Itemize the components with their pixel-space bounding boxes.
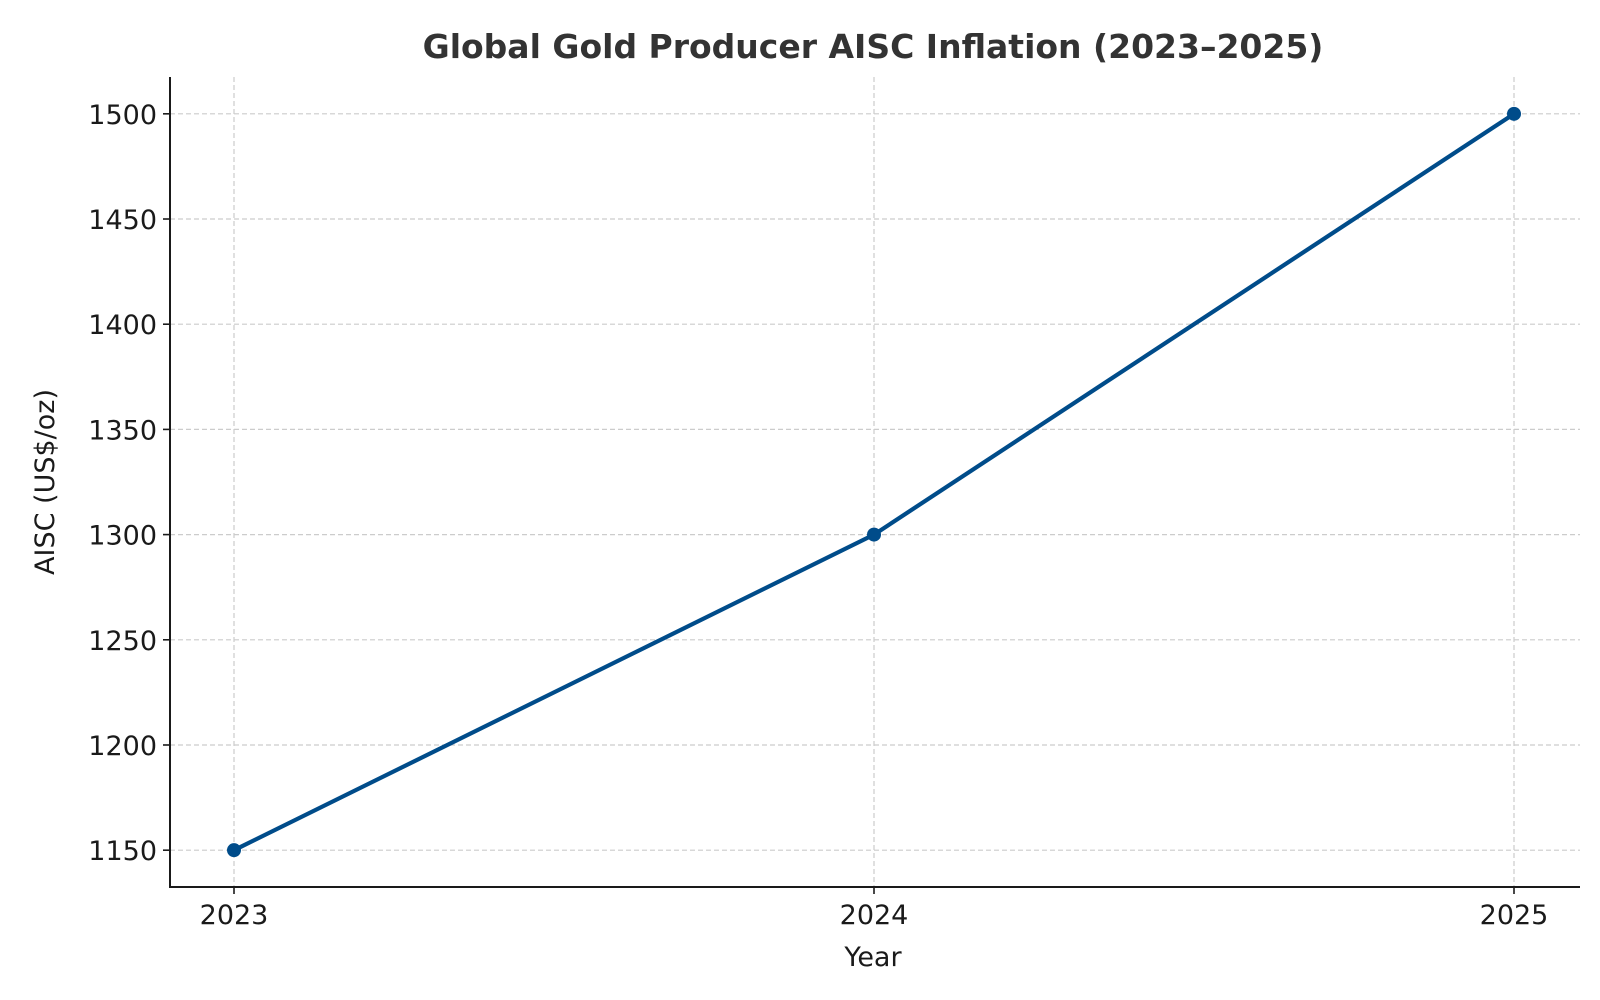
y-tick-label: 1350 [88,415,157,446]
series-aisc [227,106,1521,858]
grid-lines [170,77,1580,887]
chart-title: Global Gold Producer AISC Inflation (202… [423,27,1324,66]
x-tick-label: 2024 [840,900,909,931]
y-tick-label: 1500 [88,100,157,131]
y-tick-label: 1300 [88,521,157,552]
data-point [867,527,881,542]
x-tick-label: 2023 [200,900,269,931]
x-ticks: 2023 2024 2025 [200,887,1549,931]
y-tick-label: 1150 [88,836,157,867]
y-tick-label: 1450 [88,205,157,236]
y-axis-label: AISC (US$/oz) [30,389,61,575]
x-tick-label: 2025 [1480,900,1549,931]
data-point [227,843,241,858]
y-tick-label: 1400 [88,310,157,341]
y-tick-label: 1250 [88,626,157,657]
y-tick-label: 1200 [88,731,157,762]
x-axis-label: Year [843,942,902,973]
y-ticks: 1150 1200 1250 1300 1350 1400 1450 1500 [88,100,170,867]
data-point [1507,106,1521,121]
